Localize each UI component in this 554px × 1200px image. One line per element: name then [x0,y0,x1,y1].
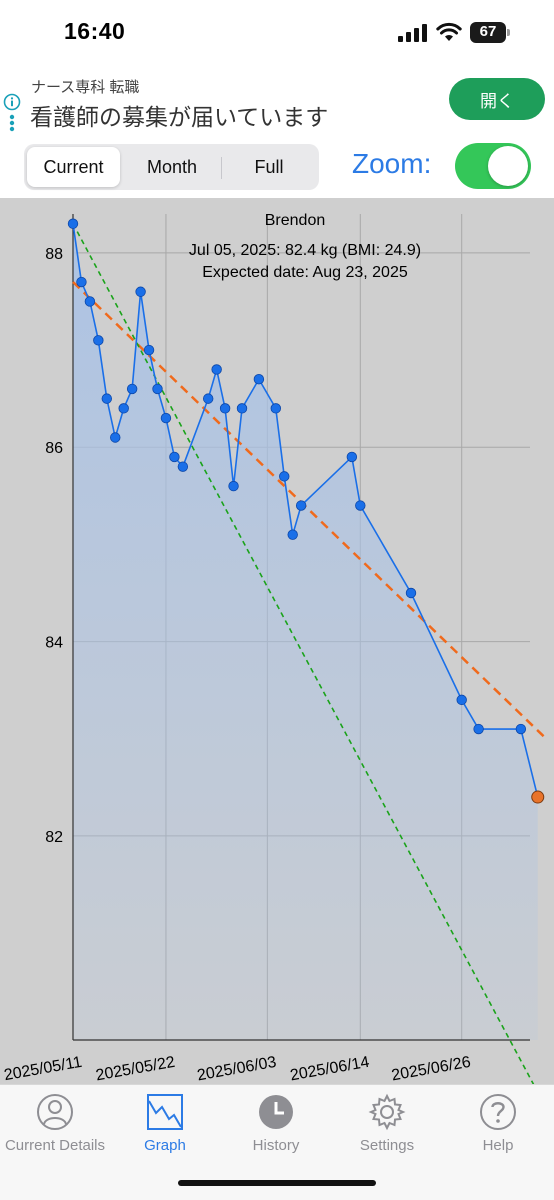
x-tick-label: 2025/06/14 [289,1054,371,1084]
weight-data-point [143,344,155,356]
battery-icon [470,22,506,43]
x-tick-label: 2025/05/22 [95,1054,177,1084]
graph-toolbar: Current Month Full Zoom: [0,134,554,198]
weight-data-point [279,471,290,482]
weight-data-point [253,373,265,385]
weight-data-point [219,403,231,414]
weight-area-fill [73,223,538,1040]
tab-label: Graph [144,1137,186,1154]
segment-current[interactable]: Current [27,147,120,187]
weight-data-point [202,393,214,404]
trend-line-orange [72,281,548,740]
weight-data-point [135,286,146,297]
weight-data-point [228,480,239,492]
battery-indicator: 67 [470,22,510,43]
home-indicator [178,1180,376,1186]
weight-data-point [236,403,248,414]
ad-open-button[interactable]: 開く [449,78,545,120]
y-tick-label: 86 [45,440,63,457]
range-segmented-control: Current Month Full [24,144,319,190]
weight-data-point [152,383,163,395]
weight-data-point [93,335,104,346]
tab-label: Current Details [4,1137,106,1154]
weight-data-point [211,364,222,375]
x-tick-label: 2025/06/03 [196,1054,278,1084]
weight-data-point [405,587,417,599]
weight-data-point [169,451,180,463]
weight-data-point [456,694,467,706]
status-time: 16:40 [64,18,126,44]
chart-current-reading: Jul 05, 2025: 82.4 kg (BMI: 24.9) [188,242,422,259]
weight-chart-plot[interactable]: 82 84 86 88 2025/05/11 2025/05/22 2025/06/03 20… [0,198,554,1084]
tab-help[interactable]: Help [443,1093,553,1163]
more-options-icon[interactable] [9,114,15,132]
weight-data-point [515,723,527,735]
info-icon[interactable] [3,93,21,111]
ad-title: 看護師の募集が届いています [30,104,329,130]
segment-full[interactable]: Full [254,156,284,177]
question-circle-icon [480,1094,516,1130]
weight-data-point [287,529,298,540]
weight-data-point [76,276,87,288]
segment-month[interactable]: Month [146,156,198,177]
tab-current-details[interactable]: Current Details [0,1093,110,1163]
weight-data-point [84,296,96,307]
weight-data-point [295,500,307,511]
tab-graph[interactable]: Graph [110,1093,220,1163]
weight-data-point [126,383,138,395]
zoom-toggle-knob [488,146,528,186]
tab-settings[interactable]: Settings [332,1093,442,1163]
chart-expected-date: Expected date: Aug 23, 2025 [202,264,408,281]
weight-data-point [67,218,79,229]
chart-title: Brendon [264,212,326,229]
tab-label: Help [482,1137,514,1154]
zoom-toggle[interactable] [455,143,531,189]
weight-data-point [177,461,189,472]
weight-data-point [110,432,121,443]
latest-weight-point [531,790,545,804]
weight-data-point [118,403,129,414]
tab-label: Settings [359,1137,415,1154]
graph-icon [147,1094,183,1130]
status-bar: 16:40 67 [0,0,554,64]
y-tick-label: 82 [45,829,63,846]
weight-data-point [346,451,358,463]
weight-chart[interactable]: 82 84 86 88 2025/05/11 2025/05/22 2025/06/03 20… [0,198,554,1084]
wifi-icon [436,22,462,41]
person-circle-icon [37,1094,73,1130]
zoom-label: Zoom: [352,148,432,179]
segment-divider [221,157,222,179]
battery-level: 67 [479,23,497,40]
tab-label: History [252,1137,300,1154]
cellular-signal-icon [398,24,427,42]
clock-icon [259,1095,293,1129]
y-tick-label: 84 [45,635,63,652]
x-tick-label: 2025/05/11 [3,1054,84,1084]
ad-subtitle: ナース専科 転職 [31,79,140,96]
x-tick-label: 2025/06/26 [390,1054,472,1084]
gear-icon [368,1093,406,1131]
battery-nub [507,29,510,36]
y-tick-label: 88 [45,246,63,263]
weight-data-point [270,403,282,414]
weight-data-point [101,393,113,404]
weight-data-point [473,723,484,735]
tab-history[interactable]: History [221,1093,331,1163]
weight-data-point [355,500,366,511]
weight-data-point [160,412,172,424]
